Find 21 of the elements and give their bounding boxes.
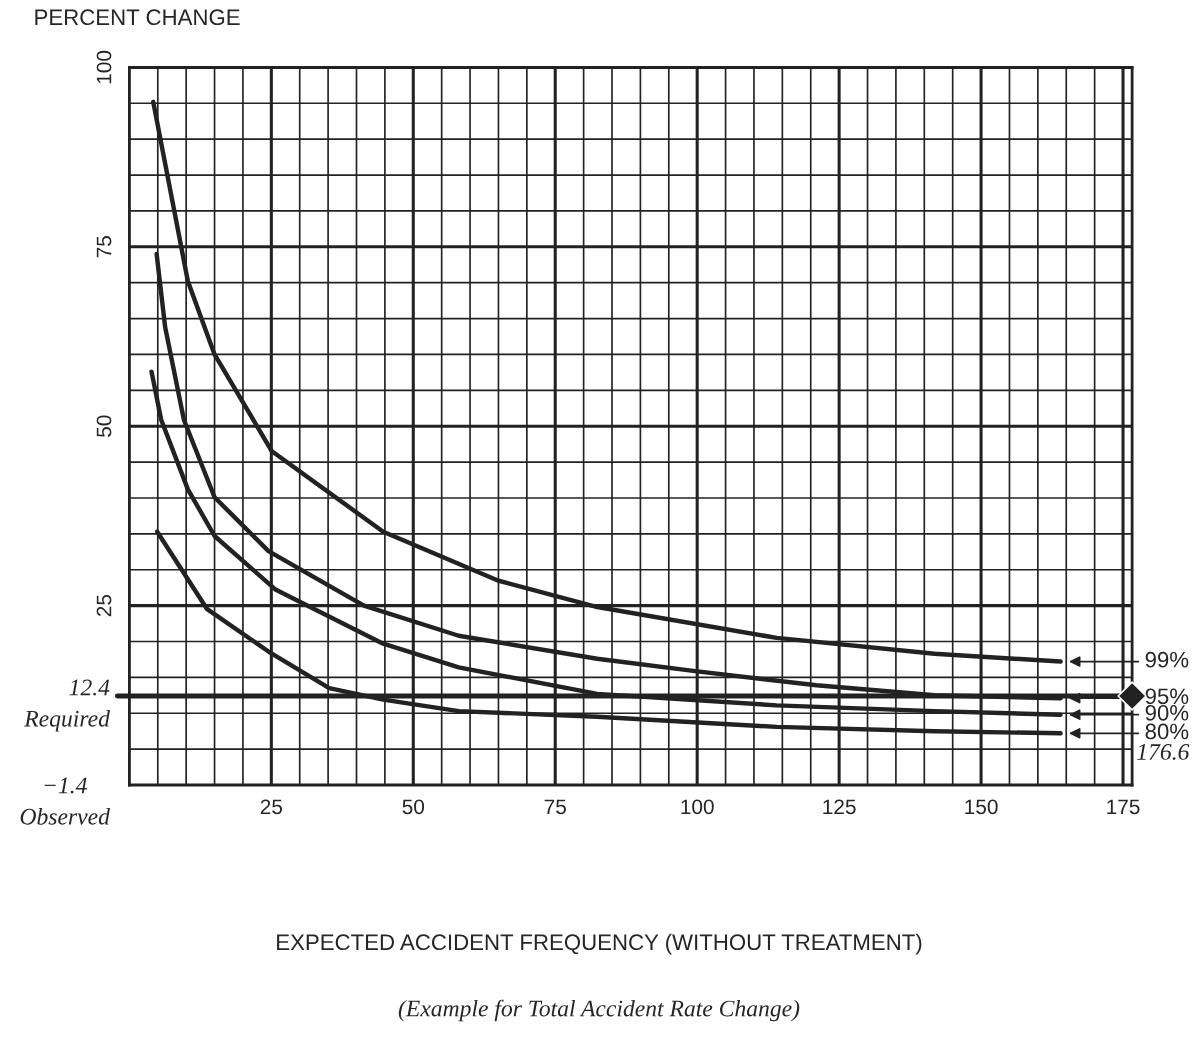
legend-label: 90% [1145, 704, 1189, 721]
y-tick-label: 50 [96, 415, 112, 437]
y-tick-label: 75 [96, 236, 112, 258]
x-tick-label: 50 [402, 799, 425, 815]
legend-label: 80% [1145, 723, 1189, 740]
text: −1.4 Observed [20, 777, 110, 825]
legend-label: 95% [1145, 688, 1189, 705]
y-axis-title: PERCENT CHANGE [35, 9, 240, 26]
ref-line-label: 12.4 Required [24, 679, 110, 732]
annotation: 176.6 [1137, 744, 1190, 760]
x-tick-label: 125 [823, 799, 856, 815]
x-tick-label: 75 [544, 799, 566, 815]
x-tick-label: 25 [260, 799, 283, 815]
text: EXPECTED ACCIDENT FREQUENCY (WITHOUT TREATMENT) [277, 933, 922, 955]
x-tick-label: 175 [1107, 799, 1140, 815]
text: (Example for Total Accident Rate Change) [398, 999, 800, 1022]
legend-label: 99% [1145, 651, 1189, 668]
y-tick-label: 100 [96, 50, 112, 84]
x-tick-label: 100 [681, 799, 714, 815]
x-tick-label: 150 [965, 799, 998, 815]
y-tick-label: 25 [96, 594, 112, 617]
